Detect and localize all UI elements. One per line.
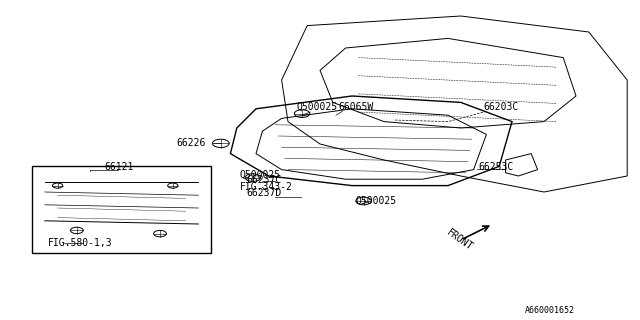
Text: 66253C: 66253C — [479, 162, 514, 172]
Text: 66237C: 66237C — [246, 175, 282, 186]
Text: FRONT: FRONT — [445, 228, 475, 252]
Text: 66065W: 66065W — [338, 102, 373, 112]
Text: FIG.580-1,3: FIG.580-1,3 — [48, 238, 113, 248]
Text: FIG.343-2: FIG.343-2 — [240, 182, 293, 192]
Text: 66203C: 66203C — [483, 102, 518, 112]
Text: Q500025: Q500025 — [296, 102, 337, 112]
Text: A660001652: A660001652 — [525, 306, 575, 315]
Text: Q500025: Q500025 — [355, 196, 396, 206]
Text: 66121: 66121 — [104, 162, 134, 172]
Text: 66237D: 66237D — [246, 188, 282, 198]
Text: Q500025: Q500025 — [240, 170, 281, 180]
Bar — [32, 166, 211, 253]
Text: 66226: 66226 — [176, 138, 205, 148]
